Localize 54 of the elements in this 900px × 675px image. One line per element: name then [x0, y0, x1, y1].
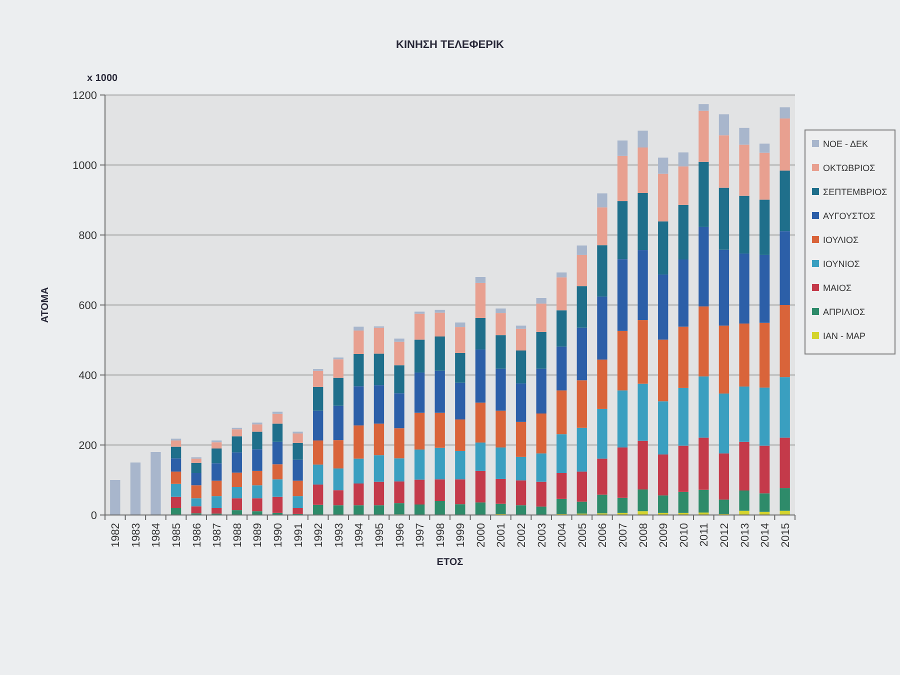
x-tick-label: 2002	[516, 523, 528, 548]
x-tick-label: 2004	[556, 523, 569, 548]
legend-label: ΣΕΠΤΕΜΒΡΙΟΣ	[823, 187, 888, 197]
x-tick-label: 1989	[252, 523, 264, 548]
x-tick-label: 1998	[434, 523, 447, 548]
y-tick-label: 1000	[72, 160, 97, 172]
x-tick-label: 1991	[292, 523, 305, 548]
y-axis-title: ΑΤΟΜΑ	[40, 287, 51, 323]
x-tick-label: 1992	[313, 523, 326, 548]
legend-label: ΜΑΙΟΣ	[823, 283, 852, 293]
x-tick-label: 2001	[496, 523, 508, 548]
y-tick-label: 800	[78, 230, 97, 242]
x-tick-label: 1982	[110, 523, 122, 548]
x-tick-label: 2006	[597, 523, 610, 548]
x-axis-title: ΕΤΟΣ	[436, 557, 464, 568]
x-tick-label: 1993	[333, 523, 346, 548]
x-tick-label: 2014	[760, 523, 772, 548]
y-tick-label: 400	[78, 370, 97, 382]
x-tick-label: 1986	[191, 523, 204, 548]
text: x 1000	[87, 73, 118, 84]
legend-label: ΙΟΥΝΙΟΣ	[823, 259, 860, 269]
x-tick-label: 2012	[718, 523, 731, 548]
x-tick-label: 1999	[455, 523, 468, 548]
x-tick-label: 2005	[576, 523, 589, 548]
y-tick-label: 1200	[72, 90, 97, 102]
x-tick-label: 2008	[638, 523, 650, 548]
legend-label: ΙΑΝ - ΜΑΡ	[823, 331, 866, 341]
x-tick-label: 2011	[698, 523, 711, 547]
x-tick-label: 1995	[374, 523, 386, 548]
chart-title: ΚΙΝΗΣΗ ΤΕΛΕΦΕΡΙΚ	[396, 39, 504, 51]
x-tick-label: 1985	[171, 523, 184, 548]
x-tick-label: 1997	[414, 523, 427, 548]
x-tick-label: 1983	[130, 523, 142, 548]
legend-label: ΟΚΤΩΒΡΙΟΣ	[823, 163, 876, 173]
x-tick-label: 2009	[658, 523, 670, 548]
x-tick-label: 2010	[678, 523, 690, 548]
x-tick-label: 2007	[618, 523, 630, 548]
x-tick-label: 1990	[272, 523, 284, 548]
x-tick-label: 1988	[232, 523, 244, 548]
y-tick-label: 0	[90, 510, 97, 522]
x-tick-label: 2013	[739, 523, 752, 548]
x-tick-label: 1994	[354, 523, 366, 548]
x-tick-label: 1996	[394, 523, 406, 548]
x-tick-label: 1984	[150, 523, 163, 548]
y-tick-label: 600	[78, 300, 97, 312]
legend-label: ΑΠΡΙΛΙΟΣ	[823, 307, 866, 317]
x-tick-label: 2000	[475, 523, 488, 548]
y-tick-label: 200	[78, 440, 97, 452]
legend-label: ΝΟΕ - ΔΕΚ	[823, 139, 868, 149]
x-tick-label: 2015	[780, 523, 792, 548]
x-tick-label: 2003	[536, 523, 548, 548]
x-tick-label: 1987	[212, 523, 224, 548]
legend-label: ΙΟΥΛΙΟΣ	[823, 235, 860, 245]
legend-label: ΑΥΓΟΥΣΤΟΣ	[823, 211, 876, 221]
